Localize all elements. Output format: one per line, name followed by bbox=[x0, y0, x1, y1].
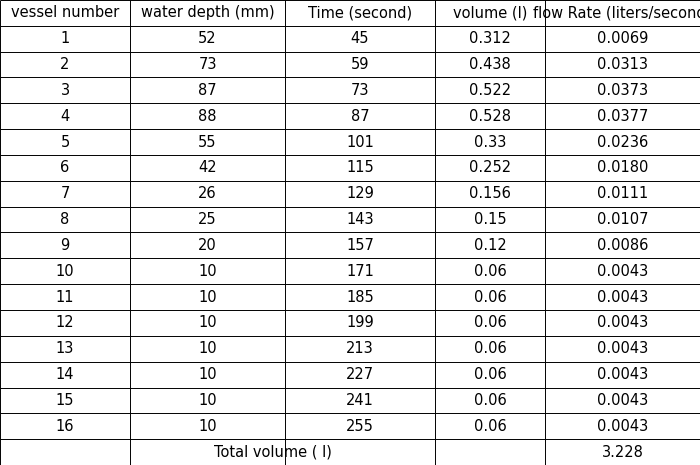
Text: 0.12: 0.12 bbox=[474, 238, 506, 253]
Text: 2: 2 bbox=[60, 57, 70, 72]
Text: volume (l): volume (l) bbox=[453, 6, 527, 20]
Text: 0.522: 0.522 bbox=[469, 83, 511, 98]
Text: 0.06: 0.06 bbox=[474, 264, 506, 279]
Text: 87: 87 bbox=[351, 109, 370, 124]
Text: 0.0313: 0.0313 bbox=[597, 57, 648, 72]
Text: flow Rate (liters/second): flow Rate (liters/second) bbox=[533, 6, 700, 20]
Text: water depth (mm): water depth (mm) bbox=[141, 6, 274, 20]
Text: 10: 10 bbox=[198, 315, 217, 331]
Text: 0.33: 0.33 bbox=[474, 134, 506, 150]
Text: 11: 11 bbox=[56, 290, 74, 305]
Text: 9: 9 bbox=[60, 238, 69, 253]
Text: 115: 115 bbox=[346, 160, 374, 175]
Text: 10: 10 bbox=[198, 367, 217, 382]
Text: 0.0086: 0.0086 bbox=[597, 238, 648, 253]
Text: 255: 255 bbox=[346, 419, 374, 434]
Text: 0.0180: 0.0180 bbox=[597, 160, 648, 175]
Text: 0.0236: 0.0236 bbox=[597, 134, 648, 150]
Text: vessel number: vessel number bbox=[11, 6, 119, 20]
Text: 0.0377: 0.0377 bbox=[597, 109, 648, 124]
Text: 59: 59 bbox=[351, 57, 370, 72]
Text: 241: 241 bbox=[346, 393, 374, 408]
Text: 6: 6 bbox=[60, 160, 69, 175]
Text: 0.0043: 0.0043 bbox=[597, 341, 648, 356]
Text: 0.15: 0.15 bbox=[474, 212, 506, 227]
Text: 13: 13 bbox=[56, 341, 74, 356]
Text: 88: 88 bbox=[198, 109, 217, 124]
Text: 5: 5 bbox=[60, 134, 69, 150]
Text: 45: 45 bbox=[351, 31, 370, 46]
Text: 0.0043: 0.0043 bbox=[597, 367, 648, 382]
Text: 0.06: 0.06 bbox=[474, 341, 506, 356]
Text: 52: 52 bbox=[198, 31, 217, 46]
Text: 0.06: 0.06 bbox=[474, 290, 506, 305]
Text: 171: 171 bbox=[346, 264, 374, 279]
Text: 14: 14 bbox=[56, 367, 74, 382]
Text: 26: 26 bbox=[198, 186, 217, 201]
Text: 0.0111: 0.0111 bbox=[597, 186, 648, 201]
Text: 0.528: 0.528 bbox=[469, 109, 511, 124]
Text: 0.0373: 0.0373 bbox=[597, 83, 648, 98]
Text: 10: 10 bbox=[198, 290, 217, 305]
Text: 73: 73 bbox=[351, 83, 370, 98]
Text: 10: 10 bbox=[198, 393, 217, 408]
Text: 42: 42 bbox=[198, 160, 217, 175]
Text: 227: 227 bbox=[346, 367, 374, 382]
Text: 213: 213 bbox=[346, 341, 374, 356]
Text: 0.438: 0.438 bbox=[469, 57, 511, 72]
Text: 0.0043: 0.0043 bbox=[597, 419, 648, 434]
Text: 157: 157 bbox=[346, 238, 374, 253]
Text: 0.252: 0.252 bbox=[469, 160, 511, 175]
Text: 0.06: 0.06 bbox=[474, 393, 506, 408]
Text: 0.156: 0.156 bbox=[469, 186, 511, 201]
Text: 143: 143 bbox=[346, 212, 374, 227]
Text: 3.228: 3.228 bbox=[601, 445, 643, 459]
Text: 15: 15 bbox=[56, 393, 74, 408]
Text: 185: 185 bbox=[346, 290, 374, 305]
Text: Total volume ( l): Total volume ( l) bbox=[214, 445, 331, 459]
Text: 73: 73 bbox=[198, 57, 217, 72]
Text: 7: 7 bbox=[60, 186, 70, 201]
Text: 0.06: 0.06 bbox=[474, 367, 506, 382]
Text: 0.0043: 0.0043 bbox=[597, 290, 648, 305]
Text: 25: 25 bbox=[198, 212, 217, 227]
Text: 20: 20 bbox=[198, 238, 217, 253]
Text: 129: 129 bbox=[346, 186, 374, 201]
Text: 0.312: 0.312 bbox=[469, 31, 511, 46]
Text: 10: 10 bbox=[198, 264, 217, 279]
Text: 101: 101 bbox=[346, 134, 374, 150]
Text: 3: 3 bbox=[60, 83, 69, 98]
Text: 10: 10 bbox=[198, 341, 217, 356]
Text: 0.0043: 0.0043 bbox=[597, 264, 648, 279]
Text: 1: 1 bbox=[60, 31, 69, 46]
Text: 10: 10 bbox=[56, 264, 74, 279]
Text: 0.06: 0.06 bbox=[474, 315, 506, 331]
Text: 4: 4 bbox=[60, 109, 69, 124]
Text: 8: 8 bbox=[60, 212, 69, 227]
Text: 16: 16 bbox=[56, 419, 74, 434]
Text: 0.0043: 0.0043 bbox=[597, 393, 648, 408]
Text: 0.06: 0.06 bbox=[474, 419, 506, 434]
Text: 0.0107: 0.0107 bbox=[596, 212, 648, 227]
Text: 0.0069: 0.0069 bbox=[597, 31, 648, 46]
Text: 199: 199 bbox=[346, 315, 374, 331]
Text: 55: 55 bbox=[198, 134, 217, 150]
Text: 0.0043: 0.0043 bbox=[597, 315, 648, 331]
Text: 87: 87 bbox=[198, 83, 217, 98]
Text: Time (second): Time (second) bbox=[308, 6, 412, 20]
Text: 12: 12 bbox=[56, 315, 74, 331]
Text: 10: 10 bbox=[198, 419, 217, 434]
